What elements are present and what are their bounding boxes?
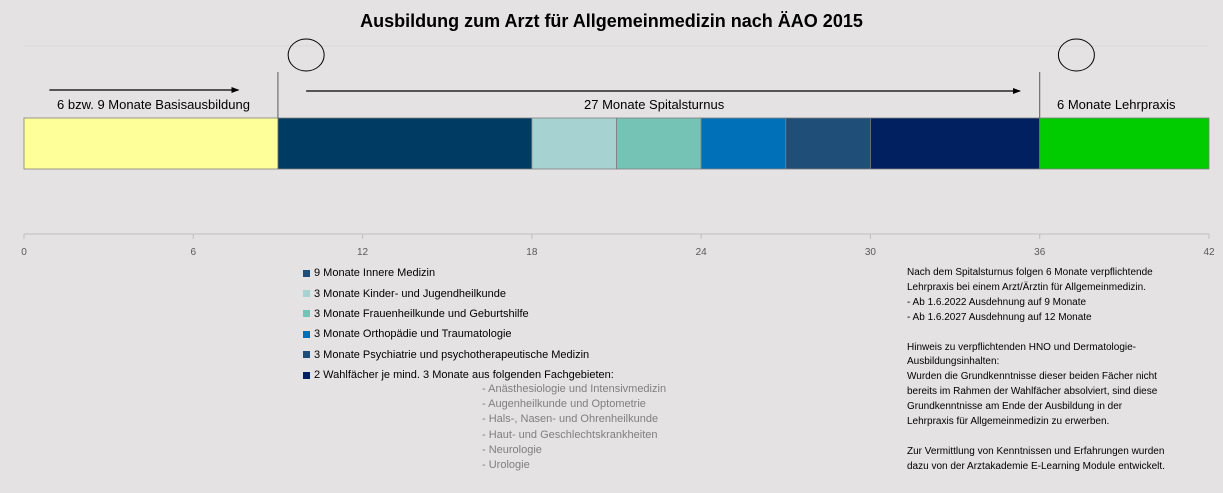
legend-swatch [303, 269, 310, 277]
phase-label-spital: 27 Monate Spitalsturnus [584, 97, 725, 112]
legend-label: 9 Monate Innere Medizin [314, 267, 436, 280]
circle-marker-0 [287, 38, 325, 72]
phase-label-basis: 6 bzw. 9 Monate Basisausbildung [57, 97, 250, 112]
bar-segment-6 [870, 117, 1041, 170]
note-lehrpraxis-3: - Ab 1.6.2022 Ausdehnung auf 9 Monate [907, 296, 1087, 308]
phase-label-lehrpraxis: 6 Monate Lehrpraxis [1057, 97, 1176, 112]
note-hinweis-1: Hinweis zu verpflichtenden HNO und Derma… [907, 341, 1136, 353]
note-hinweis-5: Grundkenntnisse am Ende der Ausbildung i… [907, 401, 1123, 413]
bar-segment-7 [1039, 117, 1210, 170]
note-elearning-2: dazu von der Arztakademie E-Learning Mod… [907, 460, 1165, 472]
legend: 9 Monate Innere Medizin 3 Monate Kinder- … [303, 263, 614, 385]
wahlfaecher-list: - Anästhesiologie und Intensivmedizin - A… [482, 382, 666, 473]
x-tick-label-12: 12 [357, 247, 369, 258]
note-hinweis-2: Ausbildungsinhalten: [907, 356, 1000, 368]
legend-swatch [303, 310, 310, 318]
legend-swatch [303, 371, 310, 379]
wahlfach-item: - Augenheilkunde und Optometrie [482, 398, 646, 411]
bar-segment-3 [616, 117, 702, 170]
note-lehrpraxis-1: Nach dem Spitalsturnus folgen 6 Monate v… [907, 267, 1153, 278]
x-tick-label-24: 24 [696, 247, 708, 258]
x-tick-label-6: 6 [191, 247, 197, 258]
legend-item: 3 Monate Kinder- und Jugendheilkunde [303, 283, 614, 303]
legend-label: 3 Monate Psychiatrie und psychotherapeut… [314, 348, 590, 361]
wahlfach-item: - Anästhesiologie und Intensivmedizin [482, 383, 667, 395]
bar-segment-0 [23, 117, 279, 170]
note-hinweis-3: Wurden die Grundkenntnisse dieser beiden… [907, 371, 1157, 383]
wahlfach-item: - Urologie [482, 458, 530, 471]
legend-swatch [303, 330, 310, 338]
circle-marker-1 [1057, 38, 1095, 72]
x-tick-label-0: 0 [21, 247, 27, 258]
bar-segment-5 [785, 117, 871, 170]
x-tick-label-18: 18 [526, 247, 538, 258]
notes-panel: Nach dem Spitalsturnus folgen 6 Monate v… [907, 266, 1207, 475]
wahlfach-item: - Neurologie [482, 443, 542, 456]
legend-label: 3 Monate Frauenheilkunde und Geburtshilf… [314, 307, 529, 320]
legend-label: 3 Monate Kinder- und Jugendheilkunde [314, 287, 507, 300]
legend-label: 3 Monate Orthopädie und Traumatologie [314, 328, 512, 341]
bar-segment-1 [277, 117, 533, 170]
x-tick-label-36: 36 [1034, 247, 1046, 258]
chart-title: Ausbildung zum Arzt für Allgemeinmedizin… [360, 11, 863, 31]
legend-item: 3 Monate Orthopädie und Traumatologie [303, 324, 614, 344]
timeline-bars [23, 117, 1210, 170]
wahlfach-item: - Hals-, Nasen- und Ohrenheilkunde [482, 413, 659, 426]
phase-arrows [49, 87, 1021, 94]
x-tick-label-30: 30 [865, 247, 877, 258]
bar-segment-2 [531, 117, 617, 170]
legend-item: 2 Wahlfächer je mind. 3 Monate aus folge… [303, 365, 614, 385]
note-hinweis-6: Lehrpraxis für Allgemeinmedizin zu erwer… [907, 416, 1110, 428]
note-hinweis-4: bereits im Rahmen der Wahlfächer absolvi… [907, 386, 1158, 398]
note-lehrpraxis-4: - Ab 1.6.2027 Ausdehnung auf 12 Monate [907, 311, 1092, 323]
x-tick-label-42: 42 [1203, 247, 1215, 258]
legend-item: 3 Monate Frauenheilkunde und Geburtshilf… [303, 304, 614, 324]
note-lehrpraxis-2: Lehrpraxis bei einem Arzt/Ärztin für All… [907, 281, 1146, 293]
phase-markers [277, 38, 1095, 118]
note-elearning-1: Zur Vermittlung von Kenntnissen und Erfa… [907, 445, 1165, 457]
x-axis-ticks: 0 6 12 18 24 30 36 42 [21, 234, 1215, 258]
legend-swatch [303, 351, 310, 359]
legend-swatch [303, 290, 310, 298]
legend-item: 9 Monate Innere Medizin [303, 263, 614, 283]
bar-segment-4 [700, 117, 787, 170]
legend-label: 2 Wahlfächer je mind. 3 Monate aus folge… [314, 369, 614, 382]
wahlfach-item: - Haut- und Geschlechtskrankheiten [482, 428, 658, 441]
legend-item: 3 Monate Psychiatrie und psychotherapeut… [303, 345, 614, 365]
